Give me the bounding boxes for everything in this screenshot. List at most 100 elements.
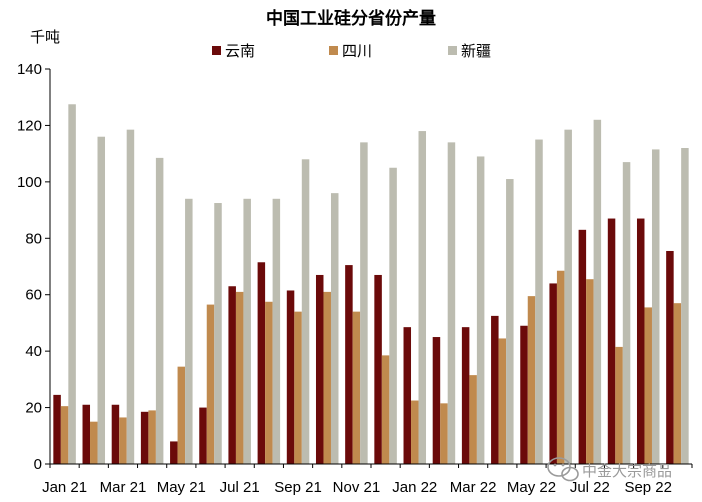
- bar-四川-Sep 22: [644, 307, 652, 464]
- bar-新疆-Jul 21: [243, 198, 251, 465]
- bar-新疆-Feb 22: [447, 142, 456, 465]
- bar-四川-Mar 21: [119, 417, 127, 464]
- bar-新疆-Oct 22: [681, 148, 689, 464]
- bar-新疆-May 22: [535, 139, 543, 465]
- chart-title: 中国工业硅分省份产量: [266, 8, 436, 29]
- bar-云南-Jun 22: [549, 283, 557, 464]
- legend-swatch: [448, 46, 457, 55]
- legend: 云南 四川 新疆: [212, 42, 491, 60]
- bar-云南-May 21: [170, 441, 178, 464]
- bar-新疆-Sep 21: [301, 159, 310, 465]
- bar-新疆-Oct 21: [330, 193, 339, 464]
- bar-新疆-Jun 21: [214, 203, 222, 464]
- bar-云南-Mar 21: [111, 404, 120, 464]
- x-tick-label: Sep 22: [624, 479, 672, 496]
- x-tick-label: May 22: [507, 479, 556, 496]
- bar-云南-Jul 22: [578, 229, 587, 464]
- watermark: 中金大宗商品: [547, 457, 672, 482]
- bar-云南-Jul 21: [228, 286, 236, 464]
- x-tick-label: Sep 21: [274, 479, 322, 496]
- bar-新疆-Aug 21: [272, 198, 281, 465]
- bar-新疆-Mar 21: [126, 129, 135, 464]
- y-tick-label: 60: [25, 287, 42, 304]
- y-tick-label: 20: [25, 400, 42, 417]
- bar-四川-Dec 21: [381, 355, 390, 465]
- bar-四川-Jul 21: [235, 291, 244, 464]
- bar-云南-Aug 21: [257, 262, 266, 464]
- x-tick-label: Jan 21: [42, 479, 87, 496]
- bar-云南-Jun 21: [199, 407, 207, 464]
- bar-云南-Oct 21: [315, 274, 324, 464]
- bar-四川-Sep 21: [294, 311, 302, 464]
- bar-云南-Sep 21: [286, 290, 295, 464]
- bar-新疆-Jul 22: [593, 119, 602, 464]
- bar-四川-Nov 21: [352, 311, 361, 464]
- bars-group: [53, 104, 689, 465]
- bar-新疆-Feb 21: [97, 136, 106, 464]
- bar-云南-Nov 21: [345, 265, 353, 464]
- bar-新疆-May 21: [185, 198, 193, 465]
- bar-云南-May 22: [520, 325, 528, 464]
- bar-云南-Oct 22: [666, 250, 674, 464]
- bar-新疆-Sep 22: [651, 149, 660, 464]
- bar-四川-Jun 21: [206, 304, 215, 464]
- bar-四川-Jul 22: [586, 279, 594, 464]
- bar-云南-Apr 22: [491, 315, 499, 465]
- legend-swatch: [212, 46, 221, 55]
- y-tick-label: 80: [25, 230, 42, 247]
- bar-新疆-Jan 21: [68, 104, 76, 465]
- bar-云南-Apr 21: [140, 411, 149, 464]
- x-tick-label: Mar 22: [450, 479, 497, 496]
- bar-四川-Jun 22: [556, 270, 565, 464]
- legend-label: 四川: [342, 42, 372, 60]
- bar-四川-Mar 22: [469, 375, 477, 465]
- bar-云南-Feb 21: [82, 404, 91, 464]
- bar-四川-Oct 21: [323, 291, 331, 464]
- bar-云南-Jan 21: [53, 394, 61, 465]
- y-tick-label: 120: [17, 117, 42, 134]
- wechat-icon: [547, 457, 579, 482]
- bar-四川-May 21: [177, 366, 186, 464]
- bar-云南-Mar 22: [461, 327, 470, 464]
- bar-新疆-Apr 21: [155, 157, 164, 465]
- y-tick-label: 140: [17, 61, 42, 78]
- x-tick-label: Nov 21: [333, 479, 381, 496]
- x-tick-label: Mar 21: [100, 479, 147, 496]
- bar-云南-Aug 22: [607, 218, 616, 464]
- bar-新疆-Nov 21: [360, 142, 368, 465]
- bar-新疆-Dec 21: [389, 167, 397, 464]
- bar-四川-Jan 21: [60, 406, 69, 464]
- y-tick-label: 100: [17, 174, 42, 191]
- legend-label: 新疆: [461, 42, 491, 60]
- bar-四川-Feb 21: [90, 421, 98, 464]
- bar-四川-Jan 22: [411, 400, 419, 464]
- y-axis-unit-label: 千吨: [30, 28, 60, 46]
- legend-label: 云南: [225, 42, 255, 60]
- watermark-text: 中金大宗商品: [582, 462, 672, 480]
- x-tick-label: Jul 21: [220, 479, 260, 496]
- bar-四川-Aug 21: [265, 301, 273, 464]
- bar-新疆-Apr 22: [506, 179, 514, 465]
- bar-四川-Apr 22: [498, 338, 507, 464]
- bar-云南-Sep 22: [636, 218, 645, 464]
- bar-云南-Feb 22: [432, 337, 441, 464]
- bar-新疆-Jan 22: [418, 131, 427, 464]
- bar-云南-Dec 21: [374, 274, 382, 464]
- y-tick-label: 40: [25, 343, 42, 360]
- bar-新疆-Jun 22: [564, 129, 572, 464]
- bar-四川-Apr 21: [148, 410, 156, 464]
- bar-新疆-Aug 22: [622, 162, 631, 465]
- legend-swatch: [329, 46, 338, 55]
- axes-group: 0 20 40 60 80 100 120 140 Jan 21 Mar 21 May 21 Jul …: [17, 61, 693, 496]
- bar-四川-May 22: [527, 296, 536, 465]
- bar-新疆-Mar 22: [476, 156, 485, 464]
- bar-云南-Jan 22: [403, 327, 412, 464]
- bar-四川-Feb 22: [440, 403, 448, 464]
- x-tick-label: Jan 22: [392, 479, 437, 496]
- x-tick-label: May 21: [157, 479, 206, 496]
- bar-四川-Aug 22: [615, 346, 623, 464]
- bar-四川-Oct 22: [673, 303, 682, 464]
- y-tick-label: 0: [34, 456, 42, 473]
